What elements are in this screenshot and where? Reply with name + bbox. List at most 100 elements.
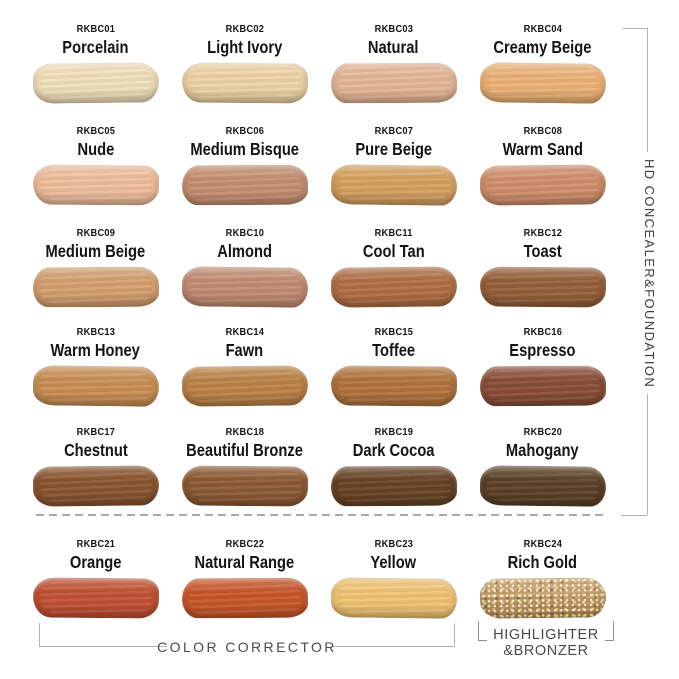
shade-name: Pure Beige	[355, 139, 432, 159]
shade-cell-rkbc19: RKBC19 Dark Cocoa	[319, 425, 468, 507]
shade-code: RKBC07	[374, 125, 413, 137]
shade-name: Fawn	[225, 340, 264, 360]
shade-cell-rkbc05: RKBC05 Nude	[21, 124, 170, 206]
shade-cell-rkbc02: RKBC02 Light Ivory	[170, 22, 319, 104]
shade-name: Orange	[69, 552, 122, 572]
bracket-riser-left	[39, 623, 40, 647]
highlighter-bronzer-group: HIGHLIGHTER &BRONZER	[478, 621, 614, 665]
swatch-smear	[330, 62, 457, 104]
swatch-smear	[181, 465, 308, 507]
swatch-smear	[479, 365, 606, 407]
shade-cell-rkbc20: RKBC20 Mahogany	[468, 425, 617, 507]
shade-name: Medium Bisque	[190, 139, 299, 159]
shade-name: Natural Range	[194, 552, 295, 572]
swatch-smear	[479, 465, 606, 507]
swatch-row-4: RKBC13 Warm Honey RKBC14 Fawn RKBC15 Tof…	[21, 325, 621, 407]
shade-name: Rich Gold	[507, 552, 578, 572]
swatch-smear	[32, 365, 159, 407]
shade-name: Light Ivory	[206, 37, 283, 57]
corner-bracket-right	[605, 621, 614, 641]
shade-cell-rkbc08: RKBC08 Warm Sand	[468, 124, 617, 206]
shade-cell-rkbc04: RKBC04 Creamy Beige	[468, 22, 617, 104]
shade-name: Espresso	[509, 340, 576, 360]
right-bracket-bottom-foot	[621, 515, 647, 516]
color-corrector-bracket: COLOR CORRECTOR	[39, 623, 455, 655]
swatch-smear	[330, 164, 457, 206]
shade-cell-rkbc11: RKBC11 Cool Tan	[319, 226, 468, 308]
shade-code: RKBC15	[374, 326, 413, 338]
shade-cell-rkbc22: RKBC22 Natural Range	[170, 537, 319, 619]
section-divider-dashed-line	[36, 514, 606, 516]
shade-cell-rkbc06: RKBC06 Medium Bisque	[170, 124, 319, 206]
swatch-smear	[479, 62, 606, 104]
shade-cell-rkbc24: RKBC24 Rich Gold	[468, 537, 617, 619]
shade-cell-rkbc14: RKBC14 Fawn	[170, 325, 319, 407]
shade-code: RKBC23	[374, 538, 413, 550]
shade-code: RKBC24	[523, 538, 562, 550]
shade-name: Warm Sand	[502, 139, 583, 159]
shade-code: RKBC09	[76, 227, 115, 239]
shade-code: RKBC22	[225, 538, 264, 550]
swatch-smear	[479, 266, 606, 308]
bracket-riser-right	[454, 623, 455, 647]
swatch-row-3: RKBC09 Medium Beige RKBC10 Almond RKBC11…	[21, 226, 621, 308]
shade-cell-rkbc07: RKBC07 Pure Beige	[319, 124, 468, 206]
shade-code: RKBC17	[76, 426, 115, 438]
shade-cell-rkbc13: RKBC13 Warm Honey	[21, 325, 170, 407]
shade-cell-rkbc10: RKBC10 Almond	[170, 226, 319, 308]
section-label-color-corrector: COLOR CORRECTOR	[157, 639, 337, 655]
shade-name: Dark Cocoa	[352, 440, 435, 460]
shade-cell-rkbc18: RKBC18 Beautiful Bronze	[170, 425, 319, 507]
shade-name: Medium Beige	[45, 241, 146, 261]
right-bracket-lower-line	[647, 394, 648, 515]
swatch-smear	[181, 266, 308, 308]
shade-code: RKBC21	[76, 538, 115, 550]
shade-name: Toffee	[371, 340, 415, 360]
shade-code: RKBC13	[76, 326, 115, 338]
shade-code: RKBC02	[225, 23, 264, 35]
corner-bracket-left	[478, 621, 487, 641]
bracket-line-left	[39, 646, 167, 647]
right-bracket-top-foot	[622, 28, 647, 29]
shade-cell-rkbc21: RKBC21 Orange	[21, 537, 170, 619]
swatch-smear	[32, 577, 159, 619]
swatch-smear	[32, 164, 159, 206]
shade-name: Warm Honey	[50, 340, 141, 360]
shade-code: RKBC04	[523, 23, 562, 35]
swatch-smear	[479, 164, 606, 206]
swatch-row-6: RKBC21 Orange RKBC22 Natural Range RKBC2…	[21, 537, 621, 619]
shade-code: RKBC05	[76, 125, 115, 137]
swatch-smear	[181, 62, 308, 104]
swatch-smear	[181, 577, 308, 619]
shade-name: Yellow	[370, 552, 417, 572]
swatch-smear	[330, 465, 457, 507]
bracket-line-right	[333, 646, 455, 647]
swatch-row-2: RKBC05 Nude RKBC06 Medium Bisque RKBC07 …	[21, 124, 621, 206]
swatch-smear-glitter	[479, 577, 606, 619]
shade-cell-rkbc15: RKBC15 Toffee	[319, 325, 468, 407]
shade-code: RKBC18	[225, 426, 264, 438]
highlighter-label-line2: &BRONZER	[503, 643, 589, 659]
shade-name: Cool Tan	[362, 241, 425, 261]
shade-code: RKBC12	[523, 227, 562, 239]
swatch-smear	[32, 266, 159, 308]
swatch-smear	[32, 62, 159, 104]
shade-code: RKBC08	[523, 125, 562, 137]
shade-code: RKBC03	[374, 23, 413, 35]
shade-name: Beautiful Bronze	[186, 440, 303, 460]
shade-cell-rkbc17: RKBC17 Chestnut	[21, 425, 170, 507]
shade-cell-rkbc16: RKBC16 Espresso	[468, 325, 617, 407]
shade-name: Almond	[217, 241, 272, 261]
shade-name: Creamy Beige	[493, 37, 592, 57]
shade-name: Porcelain	[62, 37, 129, 57]
swatch-smear	[330, 365, 457, 407]
swatch-smear	[330, 266, 457, 308]
shade-cell-rkbc23: RKBC23 Yellow	[319, 537, 468, 619]
shade-code: RKBC01	[76, 23, 115, 35]
shade-code: RKBC06	[225, 125, 264, 137]
shade-cell-rkbc12: RKBC12 Toast	[468, 226, 617, 308]
highlighter-label-line1: HIGHLIGHTER	[493, 627, 599, 643]
shade-name: Chestnut	[63, 440, 128, 460]
shade-code: RKBC19	[374, 426, 413, 438]
shade-code: RKBC10	[225, 227, 264, 239]
